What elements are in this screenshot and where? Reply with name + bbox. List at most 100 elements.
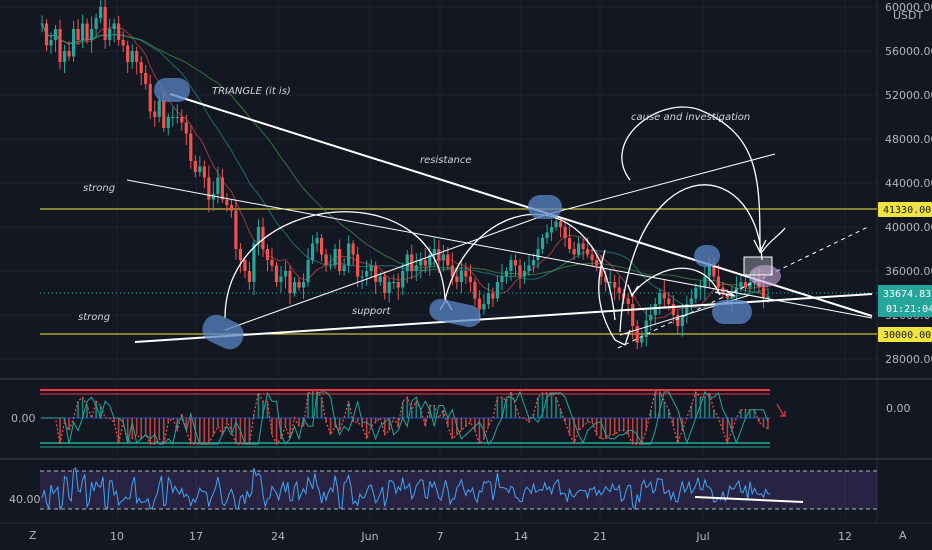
candle-body[interactable]	[441, 254, 445, 261]
candle-body[interactable]	[423, 260, 427, 266]
candle-body[interactable]	[491, 293, 495, 299]
candle-body[interactable]	[288, 271, 292, 293]
candle-body[interactable]	[522, 271, 527, 277]
candle-body[interactable]	[761, 287, 766, 299]
candle-body[interactable]	[554, 221, 558, 228]
candle-body[interactable]	[189, 133, 193, 162]
annotation-triangle[interactable]: TRIANGLE (it is)	[212, 86, 291, 97]
candle-body[interactable]	[360, 276, 364, 278]
candle-body[interactable]	[725, 293, 730, 299]
rising-wedge-line[interactable]	[544, 153, 776, 216]
highlight-blob[interactable]	[712, 300, 752, 324]
candle-body[interactable]	[283, 271, 288, 277]
support-trend-line[interactable]	[224, 214, 546, 331]
curve-arrow[interactable]	[761, 227, 786, 253]
annotation-cause[interactable]: cause and investigation	[631, 112, 750, 123]
candle-body[interactable]	[180, 117, 184, 123]
candle-body[interactable]	[319, 238, 324, 255]
candle-body[interactable]	[405, 254, 409, 272]
candle-body[interactable]	[157, 100, 161, 118]
corner-left[interactable]: Z	[29, 529, 37, 542]
candle-body[interactable]	[356, 254, 360, 277]
candle-body[interactable]	[216, 177, 220, 195]
candle-body[interactable]	[536, 249, 540, 260]
candle-body[interactable]	[207, 177, 211, 200]
arc-4[interactable]	[598, 249, 616, 341]
candle-body[interactable]	[586, 249, 590, 255]
candle-body[interactable]	[712, 265, 716, 277]
candle-body[interactable]	[387, 282, 391, 293]
candle-body[interactable]	[653, 304, 657, 315]
candle-body[interactable]	[67, 51, 71, 57]
rsi-divergence-line[interactable]	[694, 496, 804, 503]
candle-body[interactable]	[53, 29, 58, 40]
candle-body[interactable]	[94, 18, 98, 29]
candle-body[interactable]	[229, 205, 233, 211]
candle-body[interactable]	[563, 227, 567, 238]
candle-body[interactable]	[198, 166, 202, 173]
candle-body[interactable]	[604, 276, 608, 283]
candle-body[interactable]	[464, 271, 468, 277]
investigation-arrow[interactable]	[621, 106, 761, 251]
candle-body[interactable]	[649, 315, 653, 321]
candle-body[interactable]	[112, 23, 116, 30]
candle-body[interactable]	[540, 238, 545, 249]
candle-body[interactable]	[558, 221, 563, 228]
candle-body[interactable]	[450, 265, 454, 277]
arc-3[interactable]	[619, 184, 763, 333]
candle-body[interactable]	[739, 282, 743, 288]
candle-body[interactable]	[567, 238, 572, 249]
highlight-blob[interactable]	[154, 78, 190, 102]
candle-body[interactable]	[202, 166, 206, 178]
candle-body[interactable]	[243, 260, 247, 271]
candle-body[interactable]	[599, 265, 603, 277]
candle-body[interactable]	[365, 271, 369, 277]
candle-body[interactable]	[590, 254, 594, 261]
candle-body[interactable]	[347, 243, 351, 266]
candle-body[interactable]	[518, 265, 522, 277]
candle-body[interactable]	[716, 276, 720, 288]
candle-body[interactable]	[383, 276, 387, 294]
candle-body[interactable]	[419, 260, 423, 266]
candle-body[interactable]	[459, 271, 463, 282]
badge-last-price[interactable]: 33674.83 01:21:04	[878, 285, 932, 317]
candle-body[interactable]	[703, 276, 707, 288]
candle-body[interactable]	[401, 271, 405, 288]
candle-body[interactable]	[338, 249, 342, 271]
candle-body[interactable]	[342, 265, 346, 272]
candle-body[interactable]	[306, 260, 310, 282]
candle-body[interactable]	[396, 282, 400, 288]
candle-body[interactable]	[446, 254, 450, 266]
w-marker[interactable]	[614, 329, 631, 346]
candle-body[interactable]	[667, 298, 671, 305]
candle-body[interactable]	[527, 265, 531, 272]
candle-body[interactable]	[707, 265, 711, 277]
candle-body[interactable]	[71, 29, 76, 57]
strong-trend-line[interactable]	[126, 179, 873, 319]
candle-body[interactable]	[211, 194, 215, 200]
candle-body[interactable]	[473, 282, 477, 299]
candle-body[interactable]	[225, 199, 229, 206]
candle-body[interactable]	[482, 304, 486, 310]
candle-body[interactable]	[175, 117, 179, 118]
candle-body[interactable]	[252, 243, 256, 283]
candle-body[interactable]	[351, 243, 355, 255]
candle-body[interactable]	[766, 296, 770, 299]
candle-body[interactable]	[500, 276, 504, 283]
candle-body[interactable]	[644, 320, 648, 338]
candle-body[interactable]	[85, 23, 89, 41]
candle-body[interactable]	[301, 282, 306, 288]
candle-body[interactable]	[608, 282, 612, 283]
candle-body[interactable]	[743, 282, 748, 288]
annotation-support[interactable]: support	[352, 306, 391, 317]
candle-body[interactable]	[374, 265, 378, 283]
candle-body[interactable]	[297, 282, 301, 288]
candle-body[interactable]	[577, 243, 581, 255]
candle-body[interactable]	[685, 304, 689, 315]
candle-body[interactable]	[121, 40, 125, 46]
arc-5[interactable]	[631, 267, 721, 296]
dashed-channel-line[interactable]	[617, 225, 871, 349]
candle-body[interactable]	[315, 238, 319, 244]
arc-1[interactable]	[224, 211, 446, 319]
candle-body[interactable]	[595, 260, 599, 266]
